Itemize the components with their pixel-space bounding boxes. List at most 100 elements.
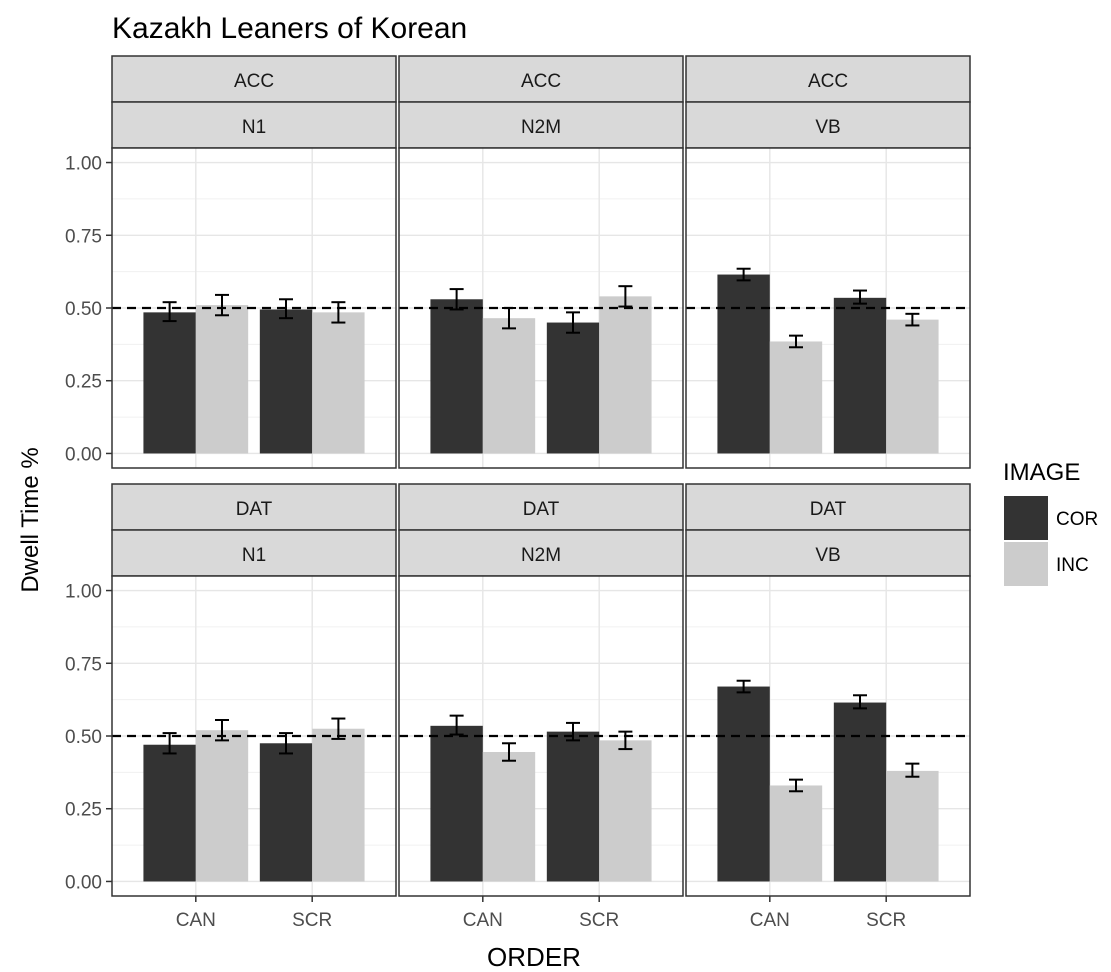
error-bar — [449, 288, 464, 311]
bar-inc — [769, 785, 823, 882]
bar-cor — [143, 312, 196, 454]
facet-strip — [685, 529, 971, 577]
bar-inc — [195, 730, 249, 882]
legend-label: INC — [1056, 555, 1089, 576]
facet-strip-label: ACC — [234, 71, 274, 92]
bar-cor — [833, 702, 887, 882]
error-bar — [279, 298, 294, 320]
error-bar — [788, 778, 803, 793]
bar-inc — [312, 312, 365, 454]
bar-inc — [482, 318, 536, 454]
bar-inc — [195, 305, 249, 454]
error-bar — [905, 312, 920, 327]
error-bar — [618, 730, 633, 751]
facet-panel: DAT N2M CAN SCR — [398, 483, 684, 931]
panel-border — [685, 147, 971, 469]
x-tick-label: CAN — [750, 910, 790, 931]
error-bar — [853, 694, 868, 710]
facet-strip-label: ACC — [808, 71, 848, 92]
facet-strip — [685, 55, 971, 103]
legend-swatch-cor — [1004, 496, 1048, 540]
y-tick-label: 0.75 — [65, 226, 102, 247]
error-bar — [501, 742, 516, 762]
legend: IMAGE COR INC — [1003, 459, 1098, 586]
bar-cor — [143, 744, 196, 882]
error-bar — [566, 311, 581, 334]
y-tick-label: 0.50 — [65, 727, 102, 748]
bar-inc — [312, 728, 365, 882]
facet-strip — [398, 101, 684, 149]
facet-panel: ACC N2M — [398, 55, 684, 469]
bar-cor — [717, 686, 770, 882]
y-tick-label: 0.75 — [65, 654, 102, 675]
facet-strip-label: N1 — [242, 545, 266, 566]
facet-strip — [685, 483, 971, 531]
facet-panel: DAT N1 0.00 0.25 0.50 0.75 1.00 CAN SCR — [65, 483, 397, 931]
error-bar — [214, 293, 229, 317]
facet-strip-label: N2M — [521, 545, 561, 566]
error-bar — [449, 714, 464, 736]
panel-border — [685, 575, 971, 897]
bar-cor — [430, 725, 483, 882]
y-tick-label: 1.00 — [65, 582, 102, 603]
bar-cor — [717, 274, 770, 454]
bar-cor — [430, 299, 483, 454]
x-tick-label: SCR — [579, 910, 619, 931]
y-tick-label: 0.00 — [65, 444, 102, 465]
bar-cor — [259, 309, 313, 454]
error-bar — [501, 307, 516, 330]
error-bar — [162, 732, 177, 755]
bar-cor — [546, 731, 600, 882]
x-tick-label: CAN — [176, 910, 216, 931]
facet-strip — [398, 529, 684, 577]
facet-strip — [685, 101, 971, 149]
bar-inc — [482, 752, 536, 882]
error-bar — [736, 679, 751, 694]
legend-swatch-inc — [1004, 542, 1048, 586]
facet-strip-label: N2M — [521, 117, 561, 138]
facet-strip — [111, 101, 397, 149]
bar-inc — [599, 740, 652, 882]
bar-inc — [769, 341, 823, 454]
panel-border — [398, 147, 684, 469]
chart-title: Kazakh Leaners of Korean — [112, 12, 467, 45]
y-axis-label: Dwell Time % — [17, 447, 44, 592]
error-bar — [331, 717, 346, 740]
facet-panel: ACC VB — [685, 55, 971, 469]
bar-cor — [259, 743, 313, 882]
facet-strip-label: DAT — [523, 499, 560, 520]
facet-panels: ACC N1 0.00 0.25 0.50 0.75 1.00 ACC N2M ACC VB DAT N… — [65, 55, 971, 931]
bar-cor — [833, 297, 887, 454]
error-bar — [279, 732, 294, 755]
error-bar — [566, 721, 581, 742]
y-tick-label: 0.50 — [65, 299, 102, 320]
bar-inc — [886, 770, 939, 882]
panel-border — [398, 575, 684, 897]
error-bar — [162, 301, 177, 323]
x-tick-label: CAN — [463, 910, 503, 931]
x-axis-label: ORDER — [487, 942, 581, 972]
facet-panel: DAT VB CAN SCR — [685, 483, 971, 931]
y-tick-label: 0.00 — [65, 872, 102, 893]
bar-inc — [599, 296, 652, 454]
error-bar — [788, 334, 803, 349]
facet-strip-label: VB — [815, 117, 840, 138]
error-bar — [214, 719, 229, 742]
legend-title: IMAGE — [1003, 459, 1080, 486]
error-bar — [853, 289, 868, 305]
y-tick-label: 1.00 — [65, 154, 102, 175]
y-tick-label: 0.25 — [65, 800, 102, 821]
facet-strip-label: ACC — [521, 71, 561, 92]
error-bar — [618, 285, 633, 308]
bar-cor — [546, 322, 600, 454]
x-tick-label: SCR — [292, 910, 332, 931]
facet-panel: ACC N1 0.00 0.25 0.50 0.75 1.00 — [65, 55, 397, 469]
bar-inc — [886, 319, 939, 454]
facet-strip-label: N1 — [242, 117, 266, 138]
error-bar — [331, 301, 346, 324]
y-tick-label: 0.25 — [65, 372, 102, 393]
x-tick-label: SCR — [866, 910, 906, 931]
facet-strip — [398, 483, 684, 531]
facet-strip-label: VB — [815, 545, 840, 566]
